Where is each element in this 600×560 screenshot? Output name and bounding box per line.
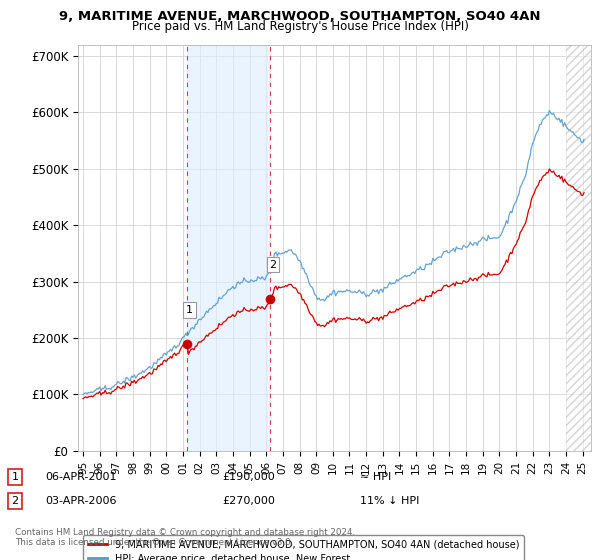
Text: £270,000: £270,000 <box>222 496 275 506</box>
Text: £190,000: £190,000 <box>222 472 275 482</box>
Legend: 9, MARITIME AVENUE, MARCHWOOD, SOUTHAMPTON, SO40 4AN (detached house), HPI: Aver: 9, MARITIME AVENUE, MARCHWOOD, SOUTHAMPT… <box>83 535 524 560</box>
Text: 9, MARITIME AVENUE, MARCHWOOD, SOUTHAMPTON, SO40 4AN: 9, MARITIME AVENUE, MARCHWOOD, SOUTHAMPT… <box>59 10 541 22</box>
Bar <box>566 45 591 451</box>
Text: ≈ HPI: ≈ HPI <box>360 472 391 482</box>
Text: Price paid vs. HM Land Registry's House Price Index (HPI): Price paid vs. HM Land Registry's House … <box>131 20 469 33</box>
Text: 11% ↓ HPI: 11% ↓ HPI <box>360 496 419 506</box>
Text: 2: 2 <box>11 496 19 506</box>
Text: 03-APR-2006: 03-APR-2006 <box>45 496 116 506</box>
Text: 1: 1 <box>186 305 193 315</box>
Text: Contains HM Land Registry data © Crown copyright and database right 2024.
This d: Contains HM Land Registry data © Crown c… <box>15 528 355 547</box>
Text: 06-APR-2001: 06-APR-2001 <box>45 472 116 482</box>
Text: 2: 2 <box>269 260 277 270</box>
Bar <box>187 45 271 451</box>
Text: 1: 1 <box>11 472 19 482</box>
